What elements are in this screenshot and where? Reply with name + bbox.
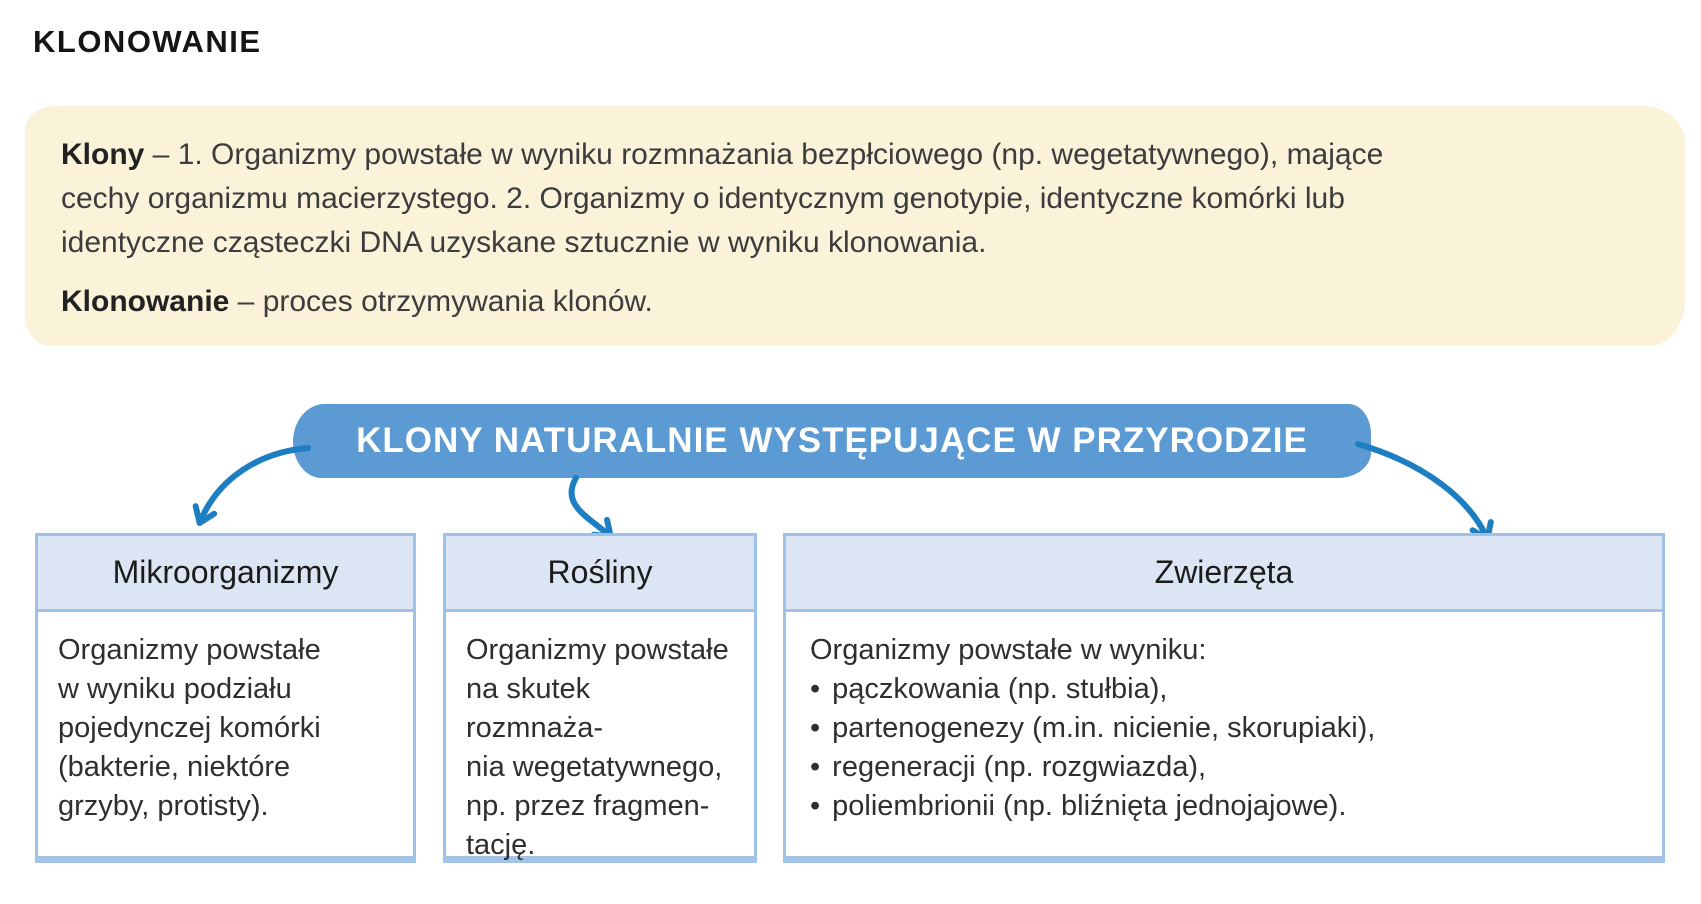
column-microorganisms: Mikroorganizmy Organizmy powstałe w wyni… xyxy=(35,533,416,863)
body-line: nia wegetatywnego, xyxy=(466,751,723,783)
body-line: tację. xyxy=(466,829,536,861)
definition-line: cechy organizmu macierzystego. 2. Organi… xyxy=(61,177,1649,221)
definition-term: Klonowanie xyxy=(61,285,230,318)
body-line: Organizmy powstałe xyxy=(58,634,321,666)
column-animals: Zwierzęta Organizmy powstałe w wyniku: •… xyxy=(783,533,1665,863)
bullet-icon: • xyxy=(810,673,821,705)
bullet-text: poliembrionii (np. bliźnięta jednojajowe… xyxy=(832,790,1347,822)
arrow-to-animals-icon xyxy=(1355,441,1494,542)
bullet-icon: • xyxy=(810,751,821,783)
column-body: Organizmy powstałe na skutek rozmnaża- n… xyxy=(446,612,754,884)
body-line: np. przez fragmen- xyxy=(466,790,710,822)
body-line: pojedynczej komórki xyxy=(58,712,321,744)
bullet-item: • regeneracji (np. rozgwiazda), xyxy=(810,748,1638,787)
definition-text: – proces otrzymywania klonów. xyxy=(229,285,653,318)
column-header: Rośliny xyxy=(446,536,754,612)
bullet-text: regeneracji (np. rozgwiazda), xyxy=(832,751,1207,783)
body-line: (bakterie, niektóre xyxy=(58,751,291,783)
bullet-item: • pączkowania (np. stułbia), xyxy=(810,670,1638,709)
column-body: Organizmy powstałe w wyniku podziału poj… xyxy=(38,612,413,845)
bullet-item: • partenogenezy (m.in. nicienie, skorupi… xyxy=(810,709,1638,748)
definition-text: identyczne cząsteczki DNA uzyskane sztuc… xyxy=(61,226,987,259)
bullet-icon: • xyxy=(810,712,821,744)
banner-label: KLONY NATURALNIE WYSTĘPUJĄCE W PRZYRODZI… xyxy=(356,421,1308,460)
definition-line: Klonowanie – proces otrzymywania klonów. xyxy=(61,280,1649,324)
bullet-item: • poliembrionii (np. bliźnięta jednojajo… xyxy=(810,787,1638,826)
definition-line: Klony – 1. Organizmy powstałe w wyniku r… xyxy=(61,133,1649,177)
body-line: grzyby, protisty). xyxy=(58,790,269,822)
column-plants: Rośliny Organizmy powstałe na skutek roz… xyxy=(443,533,757,863)
bullet-text: pączkowania (np. stułbia), xyxy=(832,673,1168,705)
column-header: Mikroorganizmy xyxy=(38,536,413,612)
body-line: Organizmy powstałe w wyniku: xyxy=(810,634,1207,666)
body-line: Organizmy powstałe xyxy=(466,634,729,666)
definition-line: identyczne cząsteczki DNA uzyskane sztuc… xyxy=(61,221,1649,265)
body-line: w wyniku podziału xyxy=(58,673,292,705)
definition-box: Klony – 1. Organizmy powstałe w wyniku r… xyxy=(25,106,1685,346)
page-title: KLONOWANIE xyxy=(33,24,262,59)
bullet-text: partenogenezy (m.in. nicienie, skorupiak… xyxy=(832,712,1376,744)
body-line: na skutek rozmnaża- xyxy=(466,673,603,744)
definition-term: Klony xyxy=(61,138,145,171)
arrow-to-microorganisms-icon xyxy=(192,445,311,526)
definition-text: – 1. Organizmy powstałe w wyniku rozmnaż… xyxy=(144,138,1384,171)
column-header: Zwierzęta xyxy=(786,536,1662,612)
column-body: Organizmy powstałe w wyniku: • pączkowan… xyxy=(786,612,1662,845)
definition-text: cechy organizmu macierzystego. 2. Organi… xyxy=(61,182,1345,215)
banner-klony-naturalne: KLONY NATURALNIE WYSTĘPUJĄCE W PRZYRODZI… xyxy=(293,404,1371,478)
bullet-icon: • xyxy=(810,790,821,822)
arrow-to-plants-icon xyxy=(568,475,614,540)
